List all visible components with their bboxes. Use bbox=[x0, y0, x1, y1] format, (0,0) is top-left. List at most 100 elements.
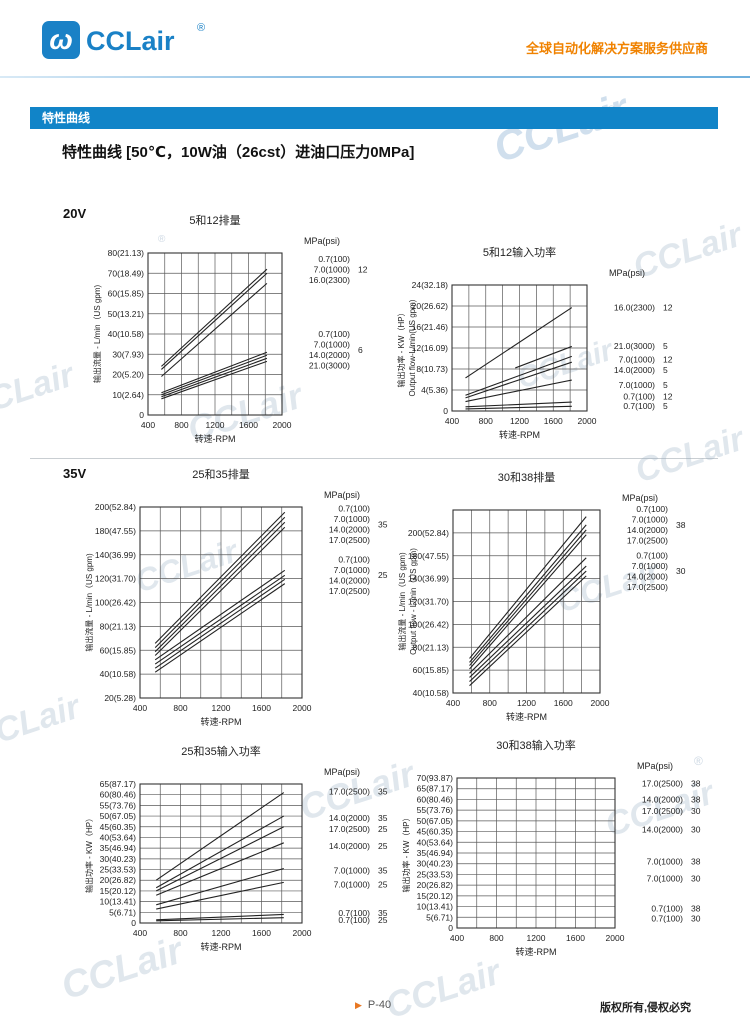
svg-text:Output flow - L/min（US gpm): Output flow - L/min（US gpm) bbox=[409, 548, 418, 655]
chart-svg: 200(52.84) 180(47.55) 140(36.99) 120(31.70)… bbox=[397, 493, 686, 722]
page-number-text: P-40 bbox=[367, 999, 392, 1011]
svg-text:38: 38 bbox=[691, 904, 701, 914]
svg-text:24(32.18): 24(32.18) bbox=[412, 280, 449, 290]
registered-mark-icon: ® bbox=[197, 22, 206, 34]
svg-text:1600: 1600 bbox=[252, 928, 271, 938]
chart-svg: 70(93.87)65(87.17)60(80.46)55(73.76)50(6… bbox=[401, 761, 701, 957]
svg-text:120(31.70): 120(31.70) bbox=[408, 597, 449, 607]
svg-text:21.0(3000): 21.0(3000) bbox=[614, 341, 655, 351]
chart-title: 30和38输入功率 bbox=[496, 740, 576, 752]
chart-canvas: 80(21.13) 70(18.49) 60(15.85) 50(13.21) 40(1… bbox=[90, 229, 388, 452]
svg-text:60(80.46): 60(80.46) bbox=[417, 794, 454, 804]
chart-title: 30和38排量 bbox=[497, 472, 556, 484]
svg-text:20(26.62): 20(26.62) bbox=[412, 301, 449, 311]
svg-text:35(46.94): 35(46.94) bbox=[100, 843, 137, 853]
chart-displacement-25-35: 25和35排量 200(52.84) 180(47.55) 140(36.99) 12… bbox=[82, 467, 408, 735]
svg-text:7.0(1000): 7.0(1000) bbox=[334, 514, 371, 524]
svg-text:30: 30 bbox=[676, 566, 686, 576]
svg-text:65(87.17): 65(87.17) bbox=[417, 784, 454, 794]
svg-text:输出功率 - KW（HP）: 输出功率 - KW（HP） bbox=[401, 813, 411, 892]
svg-text:20(26.82): 20(26.82) bbox=[100, 875, 137, 885]
svg-text:0.7(100): 0.7(100) bbox=[623, 392, 655, 402]
svg-text:25: 25 bbox=[378, 915, 388, 925]
svg-text:50(13.21): 50(13.21) bbox=[108, 309, 145, 319]
svg-text:14.0(2000): 14.0(2000) bbox=[614, 365, 655, 375]
svg-text:1600: 1600 bbox=[544, 416, 563, 426]
svg-text:25: 25 bbox=[378, 824, 388, 834]
banner-title: 特性曲线 bbox=[42, 111, 91, 125]
svg-text:0: 0 bbox=[139, 410, 144, 420]
svg-text:14.0(2000): 14.0(2000) bbox=[642, 794, 683, 804]
svg-text:40(10.58): 40(10.58) bbox=[413, 688, 450, 698]
svg-text:180(47.55): 180(47.55) bbox=[408, 551, 449, 561]
svg-text:5: 5 bbox=[663, 341, 668, 351]
chart-canvas: 200(52.84) 180(47.55) 140(36.99) 120(31.70)… bbox=[82, 483, 408, 735]
svg-text:0.7(100): 0.7(100) bbox=[318, 254, 350, 264]
svg-text:14.0(2000): 14.0(2000) bbox=[309, 350, 350, 360]
svg-text:30: 30 bbox=[691, 824, 701, 834]
svg-text:1200: 1200 bbox=[212, 703, 231, 713]
svg-text:转速-RPM: 转速-RPM bbox=[195, 433, 236, 444]
svg-text:7.0(1000): 7.0(1000) bbox=[619, 380, 656, 390]
svg-text:35: 35 bbox=[378, 519, 388, 529]
svg-text:100(26.42): 100(26.42) bbox=[95, 598, 136, 608]
svg-text:17.0(2500): 17.0(2500) bbox=[329, 824, 370, 834]
copyright-notice: 版权所有,侵权必究 bbox=[600, 1002, 692, 1014]
svg-text:30(7.93): 30(7.93) bbox=[112, 349, 144, 359]
svg-text:1200: 1200 bbox=[527, 933, 546, 943]
svg-text:8(10.73): 8(10.73) bbox=[416, 364, 448, 374]
svg-text:17.0(2500): 17.0(2500) bbox=[627, 536, 668, 546]
chart-svg: 200(52.84) 180(47.55) 140(36.99) 120(31.70)… bbox=[84, 490, 388, 727]
svg-text:7.0(1000): 7.0(1000) bbox=[619, 355, 656, 365]
svg-text:30: 30 bbox=[691, 874, 701, 884]
chart-canvas: 65(87.17) 60(80.46) 55(73.76) 50(67.05) 45(6… bbox=[82, 760, 408, 960]
svg-text:30(40.23): 30(40.23) bbox=[100, 854, 137, 864]
svg-text:5(6.71): 5(6.71) bbox=[109, 907, 136, 917]
svg-text:1200: 1200 bbox=[510, 416, 529, 426]
watermark-text: CCLair bbox=[0, 687, 85, 759]
svg-text:38: 38 bbox=[691, 794, 701, 804]
svg-text:50(67.05): 50(67.05) bbox=[417, 816, 454, 826]
series-label-20v: 20V bbox=[63, 206, 87, 221]
svg-text:2000: 2000 bbox=[591, 698, 610, 708]
chart-title: 5和12输入功率 bbox=[482, 247, 557, 259]
chart-canvas: 70(93.87) 65(87.17) 60(80.46) 55(73.76) 50(6… bbox=[399, 754, 721, 965]
svg-text:38: 38 bbox=[676, 520, 686, 530]
svg-text:1600: 1600 bbox=[554, 698, 573, 708]
svg-text:0.7(100): 0.7(100) bbox=[338, 915, 370, 925]
svg-text:0.7(100): 0.7(100) bbox=[338, 554, 370, 564]
svg-text:输出功率 - KW（HP）: 输出功率 - KW（HP） bbox=[396, 308, 406, 387]
svg-text:MPa(psi): MPa(psi) bbox=[609, 268, 645, 278]
svg-text:40(53.64): 40(53.64) bbox=[100, 832, 137, 842]
svg-text:38: 38 bbox=[691, 778, 701, 788]
svg-text:60(15.85): 60(15.85) bbox=[413, 665, 450, 675]
svg-text:200(52.84): 200(52.84) bbox=[408, 528, 449, 538]
svg-text:25: 25 bbox=[378, 570, 388, 580]
svg-text:7.0(1000): 7.0(1000) bbox=[632, 515, 669, 525]
svg-text:25: 25 bbox=[378, 841, 388, 851]
svg-text:17.0(2500): 17.0(2500) bbox=[329, 535, 370, 545]
svg-text:1200: 1200 bbox=[212, 928, 231, 938]
svg-text:5: 5 bbox=[663, 380, 668, 390]
svg-text:800: 800 bbox=[173, 703, 187, 713]
svg-text:0.7(100): 0.7(100) bbox=[338, 908, 370, 918]
svg-text:14.0(2000): 14.0(2000) bbox=[642, 824, 683, 834]
svg-text:400: 400 bbox=[450, 933, 464, 943]
svg-text:40(10.58): 40(10.58) bbox=[108, 329, 145, 339]
svg-text:0.7(100): 0.7(100) bbox=[636, 504, 668, 514]
svg-text:7.0(1000): 7.0(1000) bbox=[334, 866, 371, 876]
svg-text:0.7(100): 0.7(100) bbox=[318, 329, 350, 339]
svg-text:55(73.76): 55(73.76) bbox=[417, 805, 454, 815]
svg-text:400: 400 bbox=[141, 420, 155, 430]
svg-text:14.0(2000): 14.0(2000) bbox=[329, 575, 370, 585]
company-tagline: 全球自动化解决方案服务供应商 bbox=[525, 41, 708, 56]
svg-text:30: 30 bbox=[691, 806, 701, 816]
svg-text:7.0(1000): 7.0(1000) bbox=[334, 565, 371, 575]
svg-text:10(13.41): 10(13.41) bbox=[417, 902, 454, 912]
svg-text:80(21.13): 80(21.13) bbox=[413, 642, 450, 652]
chart-svg: 24(32.18) 20(26.62) 16(21.46) 12(16.09) 8(10… bbox=[396, 268, 673, 440]
svg-text:20(26.82): 20(26.82) bbox=[417, 880, 454, 890]
svg-text:7.0(1000): 7.0(1000) bbox=[314, 340, 351, 350]
svg-text:MPa(psi): MPa(psi) bbox=[324, 767, 360, 777]
